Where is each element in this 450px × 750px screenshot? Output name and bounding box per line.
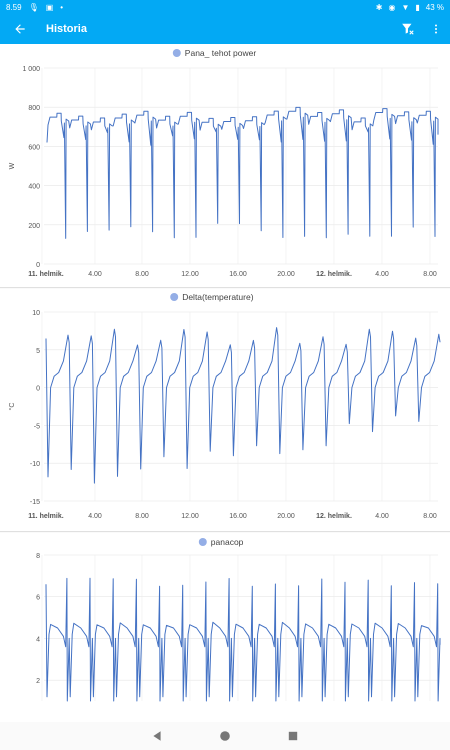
legend-dot[interactable]	[198, 538, 207, 546]
y-tick-label: 2	[36, 678, 40, 685]
y-tick-label: -15	[30, 499, 40, 506]
y-tick-label: 0	[36, 386, 40, 393]
y-tick-label: 6	[36, 595, 40, 602]
x-tick-label: 4.00	[88, 271, 102, 278]
power-chart[interactable]: Pana_ tehot power 1 000 800 600 400 200 0 W 11. …	[0, 44, 450, 288]
status-time: 8.59	[6, 2, 22, 12]
chart-title: Pana_ tehot power	[185, 48, 257, 58]
chart-card-power: Pana_ tehot power 1 000 800 600 400 200 0 W 11. …	[0, 44, 450, 288]
app-bar: Historia	[0, 14, 450, 44]
y-tick-label: 5	[36, 348, 40, 355]
legend-dot[interactable]	[172, 49, 181, 57]
y-axis-label: °C	[8, 403, 16, 411]
x-tick-label: 8.00	[135, 271, 149, 278]
arrow-left-icon	[15, 24, 25, 34]
app-notification-icon: ▣	[45, 2, 54, 12]
chart-title: Delta(temperature)	[182, 292, 254, 302]
x-tick-label: 20.00	[277, 513, 295, 520]
more-vertical-icon	[435, 24, 437, 34]
x-tick-label: 4.00	[375, 513, 389, 520]
chart-card-delta: Delta(temperature) 10 5 0 -5 -10 -15 °C 11. helm…	[0, 289, 450, 532]
x-tick-label: 12.00	[181, 271, 199, 278]
series-line	[46, 106, 439, 239]
y-tick-label: 600	[28, 144, 40, 151]
battery-icon: ▮	[415, 2, 420, 12]
series-line	[45, 327, 441, 484]
x-tick-label: 12.00	[181, 513, 199, 520]
legend-dot[interactable]	[170, 293, 179, 301]
x-tick-label: 16.00	[229, 271, 247, 278]
y-tick-label: -10	[30, 461, 40, 468]
y-tick-label: 8	[36, 553, 40, 560]
chart-card-cop: panacop 8 6 4 2	[0, 533, 450, 722]
x-tick-label: 11. helmik.	[28, 513, 63, 520]
back-button[interactable]	[0, 14, 40, 44]
eye-icon: ◉	[388, 2, 396, 12]
more-options-button[interactable]	[422, 14, 450, 44]
nav-recents-button[interactable]	[287, 730, 299, 742]
y-tick-label: 10	[32, 310, 40, 317]
x-tick-label: 11. helmik.	[28, 271, 63, 278]
x-tick-label: 12. helmik.	[316, 271, 352, 278]
x-tick-label: 4.00	[375, 271, 389, 278]
nav-back-button[interactable]	[151, 730, 163, 742]
y-tick-label: 1 000	[22, 66, 40, 73]
y-tick-label: 4	[36, 636, 40, 643]
filter-remove-button[interactable]	[394, 14, 422, 44]
x-tick-label: 16.00	[229, 513, 247, 520]
y-tick-label: 800	[28, 105, 40, 112]
battery-percent: 43 %	[425, 2, 444, 12]
y-axis-label: W	[9, 162, 16, 169]
status-bar: 8.59 🎙 ▣ • ✱ ◉ ▼ ▮ 43 %	[0, 0, 450, 14]
x-tick-label: 8.00	[423, 271, 437, 278]
y-tick-label: 400	[28, 184, 40, 191]
navigation-bar	[0, 722, 450, 750]
x-tick-label: 12. helmik.	[316, 513, 352, 520]
x-tick-label: 4.00	[88, 513, 102, 520]
mic-icon: 🎙	[28, 2, 39, 12]
dot-icon: •	[60, 2, 64, 12]
delta-temperature-chart[interactable]: Delta(temperature) 10 5 0 -5 -10 -15 °C 11. helm…	[0, 289, 450, 532]
x-tick-label: 8.00	[135, 513, 149, 520]
y-tick-label: -5	[34, 423, 40, 430]
filter-remove-icon	[402, 23, 414, 35]
panacop-chart[interactable]: panacop 8 6 4 2	[0, 533, 450, 722]
nav-home-button[interactable]	[219, 730, 231, 742]
wifi-icon: ▼	[401, 2, 410, 12]
bluetooth-icon: ✱	[375, 2, 383, 12]
page-title: Historia	[46, 23, 87, 35]
y-tick-label: 200	[28, 223, 40, 230]
x-tick-label: 20.00	[277, 271, 295, 278]
x-tick-label: 8.00	[423, 513, 437, 520]
series-line	[45, 577, 441, 702]
chart-title: panacop	[211, 537, 244, 547]
y-tick-label: 0	[36, 262, 40, 269]
